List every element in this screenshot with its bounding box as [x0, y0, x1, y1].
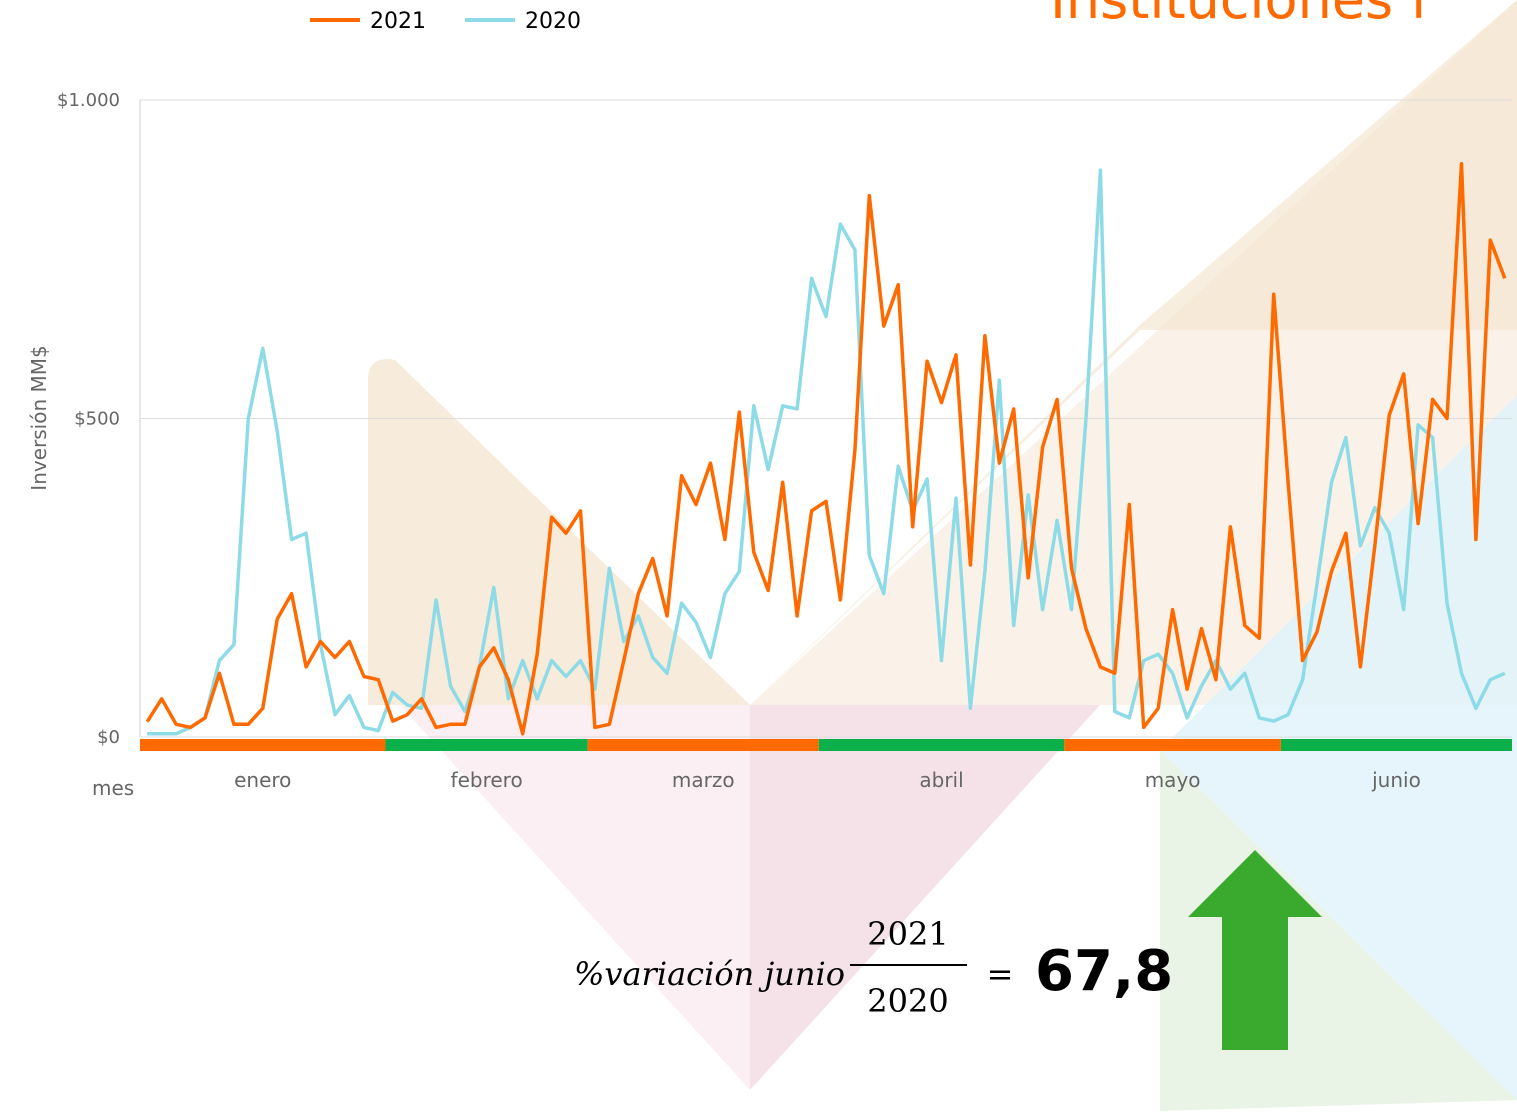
month-bar: [385, 739, 588, 751]
formula-denominator: 2020: [867, 982, 948, 1020]
x-tick-label: mayo: [1145, 768, 1201, 792]
month-bar: [1280, 739, 1512, 751]
decor-shape: [368, 359, 750, 705]
decor-shape: [400, 705, 750, 1090]
formula-result: 67,8: [1035, 939, 1173, 1004]
legend-label: 2021: [370, 9, 426, 34]
month-bar: [587, 739, 819, 751]
decor-shape: [750, 0, 1517, 705]
series-line: [147, 168, 1506, 736]
month-bar: [1064, 739, 1281, 751]
y-axis-label: Inversión MM$: [27, 345, 51, 490]
x-axis-label: mes: [92, 776, 134, 800]
x-tick-label: junio: [1371, 768, 1421, 792]
y-tick-label: $500: [74, 409, 120, 430]
x-tick-label: febrero: [451, 768, 523, 792]
up-arrow: [1188, 850, 1322, 1050]
y-tick-label: $0: [97, 727, 120, 748]
decor-shape: [750, 705, 1100, 1090]
background-shapes: [368, 0, 1517, 1111]
formula-numerator: 2021: [867, 915, 948, 953]
x-tick-label: enero: [234, 768, 291, 792]
formula: %variación junio 2021 2020 =: [574, 915, 1013, 1020]
formula-text: %variación junio: [574, 955, 845, 993]
month-bar: [818, 739, 1065, 751]
y-tick-label: $1.000: [57, 90, 120, 111]
x-tick-label: abril: [919, 768, 963, 792]
legend-label: 2020: [525, 9, 581, 34]
x-tick-label: marzo: [672, 768, 735, 792]
chart-title: Instituciones f: [1050, 0, 1431, 31]
month-bar: [140, 739, 386, 751]
series-line: [145, 161, 1507, 736]
formula-equals: =: [987, 955, 1014, 993]
